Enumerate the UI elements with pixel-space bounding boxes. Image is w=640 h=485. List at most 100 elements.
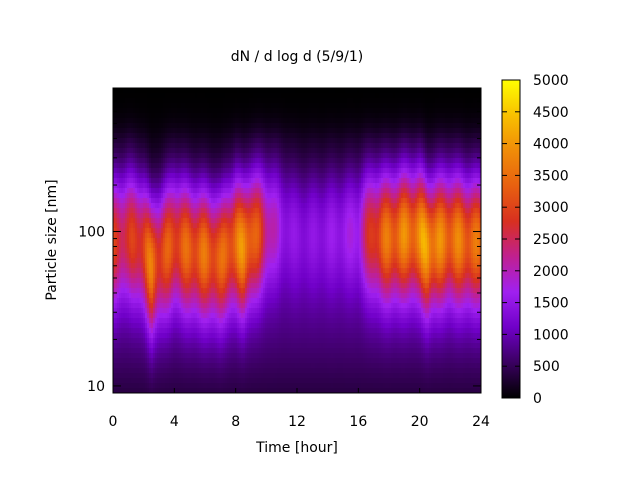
heatmap-cell	[127, 318, 130, 324]
heatmap-cell	[147, 288, 150, 294]
heatmap-cell	[139, 318, 142, 324]
heatmap-cell	[137, 123, 140, 129]
heatmap-cell	[119, 188, 122, 194]
heatmap-cell	[165, 358, 168, 364]
heatmap-cell	[151, 353, 154, 359]
heatmap-cell	[135, 258, 138, 264]
heatmap-cell	[113, 353, 116, 359]
heatmap-cell	[113, 208, 116, 214]
heatmap-cell	[185, 233, 188, 239]
heatmap-cell	[161, 363, 164, 369]
heatmap-cell	[195, 158, 198, 164]
heatmap-cell	[129, 328, 132, 334]
heatmap-cell	[191, 188, 194, 194]
heatmap-cell	[141, 113, 144, 119]
heatmap-cell	[159, 123, 162, 129]
heatmap-cell	[115, 158, 118, 164]
heatmap-cell	[159, 368, 162, 374]
heatmap-cell	[135, 288, 138, 294]
heatmap-cell	[125, 248, 128, 254]
heatmap-cell	[177, 88, 180, 94]
heatmap-cell	[127, 273, 130, 279]
heatmap-cell	[117, 288, 120, 294]
heatmap-cell	[153, 368, 156, 374]
heatmap-cell	[167, 108, 170, 114]
heatmap-cell	[121, 323, 124, 329]
heatmap-cell	[171, 203, 174, 209]
heatmap-cell	[127, 298, 130, 304]
heatmap-cell	[173, 188, 176, 194]
heatmap-cell	[121, 248, 124, 254]
heatmap-cell	[149, 138, 152, 144]
heatmap-cell	[123, 108, 126, 114]
heatmap-cell	[177, 363, 180, 369]
heatmap-cell	[153, 208, 156, 214]
heatmap-cell	[169, 168, 172, 174]
heatmap-cell	[177, 193, 180, 199]
heatmap-cell	[159, 338, 162, 344]
heatmap-cell	[183, 278, 186, 284]
heatmap-cell	[183, 118, 186, 124]
heatmap-cell	[137, 283, 140, 289]
heatmap-cell	[173, 373, 176, 379]
heatmap-cell	[139, 333, 142, 339]
heatmap-cell	[201, 143, 204, 149]
heatmap-cell	[149, 363, 152, 369]
heatmap-cell	[195, 378, 198, 384]
heatmap-cell	[185, 358, 188, 364]
heatmap-cell	[149, 123, 152, 129]
heatmap-cell	[129, 218, 132, 224]
heatmap-cell	[193, 318, 196, 324]
heatmap-cell	[169, 183, 172, 189]
heatmap-cell	[131, 173, 134, 179]
heatmap-cell	[163, 98, 166, 104]
heatmap-cell	[177, 233, 180, 239]
heatmap-cell	[155, 333, 158, 339]
heatmap-cell	[173, 248, 176, 254]
heatmap-cell	[177, 173, 180, 179]
heatmap-cell	[147, 123, 150, 129]
heatmap-cell	[159, 348, 162, 354]
heatmap-cell	[127, 88, 130, 94]
heatmap-cell	[119, 153, 122, 159]
heatmap-cell	[135, 103, 138, 109]
heatmap-cell	[173, 103, 176, 109]
heatmap-cell	[159, 253, 162, 259]
heatmap-cell	[113, 378, 116, 384]
heatmap-cell	[131, 353, 134, 359]
heatmap-cell	[189, 138, 192, 144]
heatmap-cell	[203, 173, 206, 179]
heatmap-cell	[191, 253, 194, 259]
heatmap-cell	[137, 143, 140, 149]
heatmap-cell	[145, 333, 148, 339]
heatmap-cell	[153, 228, 156, 234]
heatmap-cell	[119, 233, 122, 239]
heatmap-cell	[201, 313, 204, 319]
heatmap-cell	[203, 108, 206, 114]
heatmap-cell	[189, 288, 192, 294]
heatmap-cell	[173, 228, 176, 234]
heatmap-cell	[145, 228, 148, 234]
heatmap-cell	[143, 363, 146, 369]
heatmap-cell	[181, 108, 184, 114]
heatmap-cell	[137, 313, 140, 319]
heatmap-cell	[189, 378, 192, 384]
heatmap-cell	[175, 383, 178, 389]
heatmap-cell	[201, 303, 204, 309]
heatmap-cell	[145, 323, 148, 329]
heatmap-cell	[191, 368, 194, 374]
heatmap-cell	[147, 173, 150, 179]
heatmap-cell	[187, 203, 190, 209]
heatmap-cell	[139, 288, 142, 294]
heatmap-cell	[143, 88, 146, 94]
heatmap-cell	[135, 353, 138, 359]
heatmap-cell	[173, 153, 176, 159]
heatmap-cell	[151, 343, 154, 349]
heatmap-cell	[163, 123, 166, 129]
heatmap-cell	[175, 178, 178, 184]
heatmap-cell	[203, 148, 206, 154]
heatmap-cell	[151, 213, 154, 219]
heatmap-cell	[203, 248, 206, 254]
heatmap-cell	[139, 293, 142, 299]
heatmap-cell	[199, 118, 202, 124]
